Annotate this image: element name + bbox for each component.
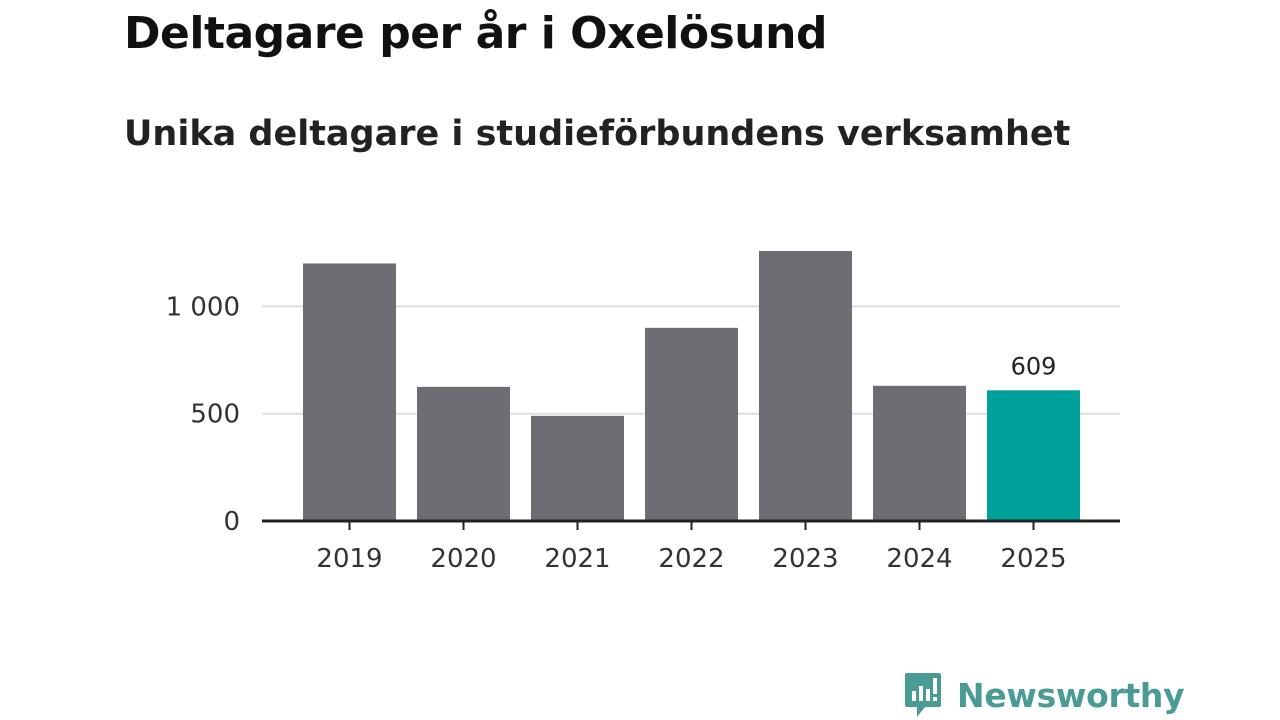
data-label: 609 — [1011, 352, 1057, 380]
x-tick-label: 2022 — [658, 544, 724, 574]
bar-2025 — [987, 390, 1080, 521]
x-tick-label: 2020 — [430, 544, 496, 574]
x-tick-label: 2024 — [886, 544, 952, 574]
chart-subtitle: Unika deltagare i studieförbundens verks… — [124, 114, 1071, 154]
bar-2022 — [645, 327, 738, 521]
y-tick-label: 0 — [223, 507, 240, 537]
x-tick-label: 2023 — [772, 544, 838, 574]
bar-2019 — [303, 263, 396, 521]
chart-title: Deltagare per år i Oxelösund — [124, 8, 827, 59]
bar-2020 — [417, 386, 510, 521]
x-tick-label: 2021 — [544, 544, 610, 574]
bar-2024 — [873, 385, 966, 521]
newsworthy-logo: Newsworthy — [903, 671, 1185, 719]
newsworthy-logo-icon — [905, 673, 941, 717]
bar-2023 — [759, 251, 852, 521]
x-tick-label: 2019 — [316, 544, 382, 574]
y-tick-label: 500 — [190, 400, 240, 430]
x-tick-label: 2025 — [1000, 544, 1066, 574]
logo-text: Newsworthy — [957, 675, 1185, 715]
bar-2021 — [531, 415, 624, 521]
y-tick-label: 1 000 — [166, 292, 240, 322]
